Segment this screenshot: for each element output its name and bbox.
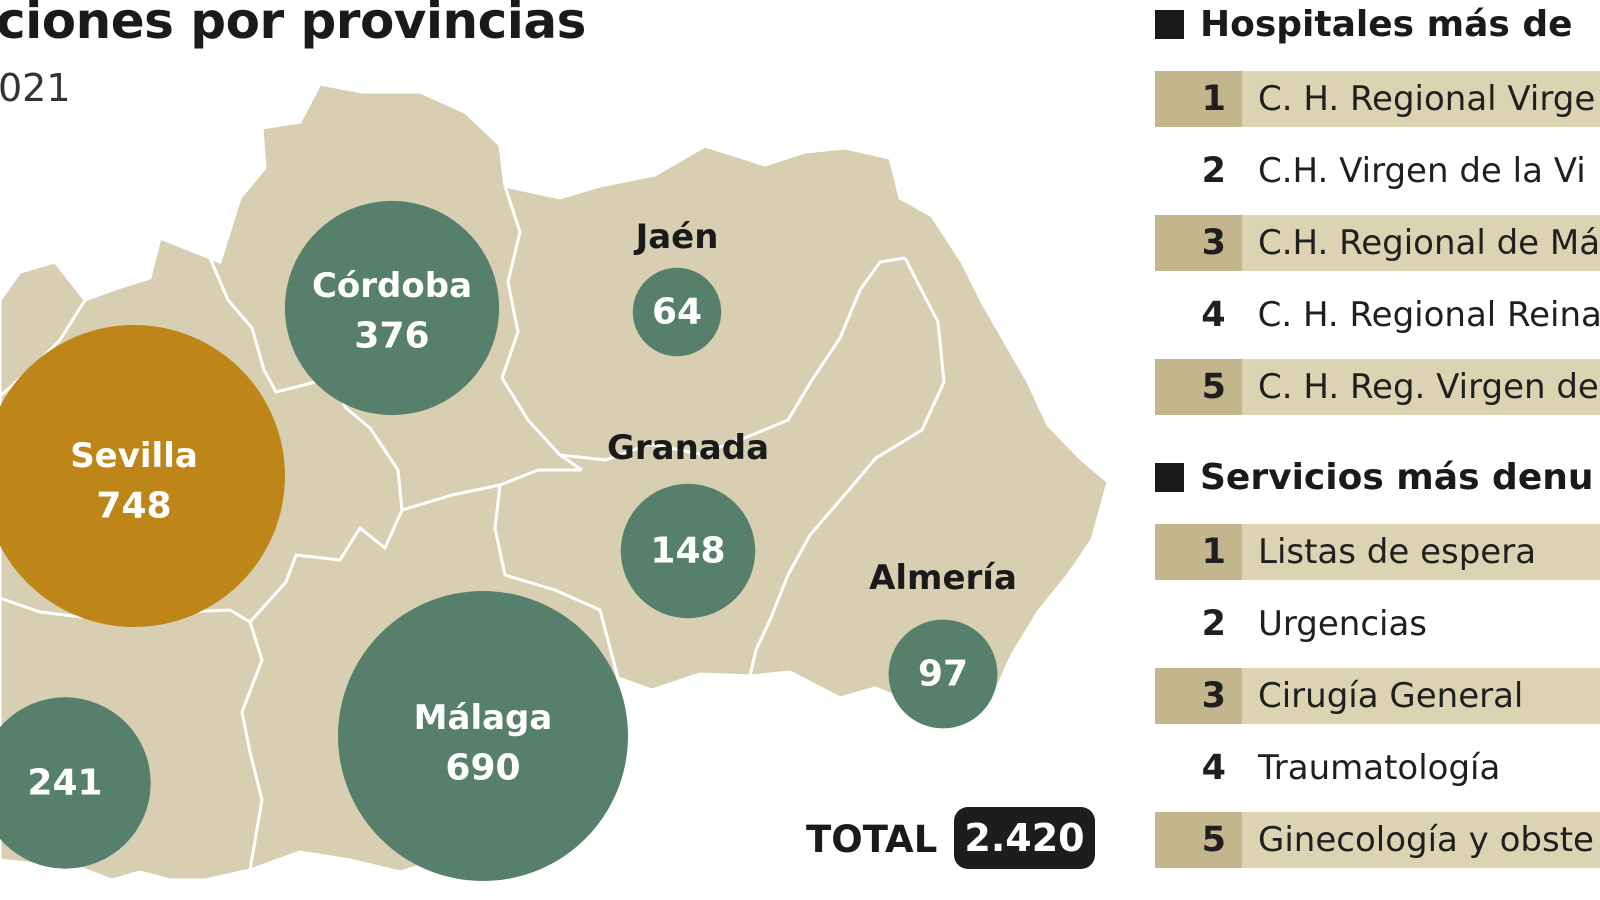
province-value: 241 [27, 763, 102, 804]
rank-number: 3 [1155, 668, 1242, 724]
bubble-circle [0, 697, 151, 869]
province-bubble-granada: Granada 148 [607, 428, 769, 619]
border-granada-almeria [748, 257, 946, 677]
rank-row: 4 C. H. Regional Reina [1155, 287, 1600, 343]
rank-number: 2 [1201, 604, 1226, 644]
page-title: ciones por provincias [0, 0, 586, 50]
rank-number: 2 [1201, 151, 1226, 191]
rank-row: 1 C. H. Regional Virge [1155, 71, 1600, 127]
province-bubble-cordoba: Córdoba 376 [284, 200, 500, 416]
services-title-text: Servicios más denu [1200, 456, 1594, 498]
rank-label: C. H. Reg. Virgen de [1258, 367, 1599, 407]
hospitals-panel: Hospitales más de 1 C. H. Regional Virge 2… [1155, 2, 1600, 422]
bubble-circle [0, 325, 285, 627]
rank-row: 5 C. H. Reg. Virgen de [1155, 359, 1600, 415]
rank-row: 2 Urgencias [1155, 596, 1600, 652]
province-name: Córdoba [312, 266, 472, 306]
border-cordoba-jaen [498, 144, 583, 472]
map-land [0, 82, 1110, 882]
province-bubble-jaen: Jaén 64 [632, 217, 722, 357]
bubble-circle [632, 267, 722, 357]
province-name: Almería [869, 558, 1017, 598]
rank-number: 5 [1155, 812, 1242, 868]
province-bubble-province-241: 241 [0, 697, 151, 869]
border-granada-malaga [493, 484, 620, 679]
border-sevilla-malaga [248, 509, 404, 624]
province-value: 690 [445, 748, 520, 789]
province-name: Jaén [634, 217, 719, 257]
services-title: Servicios más denu [1155, 455, 1594, 499]
rank-label: Listas de espera [1258, 532, 1537, 572]
province-borders [0, 144, 946, 871]
province-bubble-almeria: Almería 97 [869, 558, 1017, 729]
rank-row: 1 Listas de espera [1155, 524, 1600, 580]
rank-number: 3 [1155, 215, 1242, 271]
province-value: 376 [354, 316, 429, 357]
andalusia-map: Córdoba 376 Jaén 64 Sevilla 748 Granada 148 Alme… [0, 82, 1110, 882]
border-malaga-cadiz [240, 621, 264, 871]
province-bubble-malaga: Málaga 690 [338, 591, 628, 881]
rank-label: Cirugía General [1258, 676, 1524, 716]
square-bullet-icon [1155, 462, 1184, 492]
rank-row: 2 C.H. Virgen de la Vi [1155, 143, 1600, 199]
rank-number: 1 [1155, 71, 1242, 127]
page-subtitle: 021 [0, 66, 71, 110]
total-value: 2.420 [954, 807, 1095, 869]
rank-number: 4 [1201, 748, 1226, 788]
bubble-circle [284, 200, 500, 416]
province-value: 748 [96, 486, 171, 527]
hospitals-title-text: Hospitales más de [1200, 3, 1573, 45]
province-value: 97 [918, 654, 968, 695]
province-name: Sevilla [70, 436, 198, 476]
rank-number: 5 [1155, 359, 1242, 415]
total-label: TOTAL [806, 818, 938, 861]
rank-label: C. H. Regional Reina [1257, 295, 1600, 335]
rank-label: C.H. Regional de Má [1257, 223, 1600, 263]
square-bullet-icon [1155, 9, 1184, 39]
border-sevilla-cordoba [208, 257, 404, 511]
border-jaen-granada [559, 256, 906, 462]
province-bubble-sevilla: Sevilla 748 [0, 325, 285, 627]
rank-label: C.H. Virgen de la Vi [1258, 151, 1586, 191]
province-value: 64 [652, 292, 702, 333]
bubble-circle [338, 591, 628, 881]
province-name: Málaga [414, 698, 553, 738]
map-regions [0, 82, 1110, 882]
province-value: 148 [650, 531, 725, 572]
province-name: Granada [607, 428, 769, 468]
hospitals-title: Hospitales más de [1155, 2, 1573, 46]
services-panel: Servicios más denu 1 Listas de espera 2 Urg… [1155, 455, 1600, 875]
rank-number: 1 [1155, 524, 1242, 580]
rank-row: 4 Traumatología [1155, 740, 1600, 796]
bubble-circle [888, 619, 998, 729]
rank-row: 3 Cirugía General [1155, 668, 1600, 724]
rank-row: 5 Ginecología y obste [1155, 812, 1600, 868]
rank-label: Traumatología [1258, 748, 1501, 788]
province-bubbles: Córdoba 376 Jaén 64 Sevilla 748 Granada 148 Alme… [0, 200, 1017, 881]
bubble-circle [620, 483, 756, 619]
rank-row: 3 C.H. Regional de Má [1155, 215, 1600, 271]
rank-label: Ginecología y obste [1258, 820, 1594, 860]
rank-label: C. H. Regional Virge [1258, 79, 1596, 119]
rank-number: 4 [1201, 295, 1226, 335]
rank-label: Urgencias [1258, 604, 1428, 644]
